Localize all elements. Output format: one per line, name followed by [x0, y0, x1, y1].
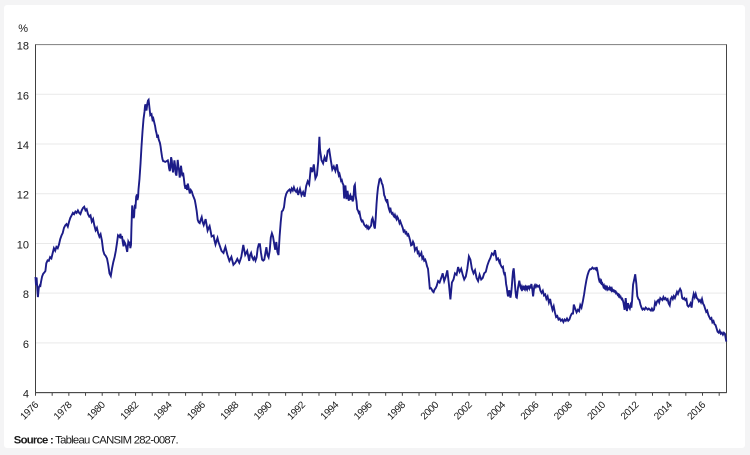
- svg-text:%: %: [18, 23, 28, 35]
- svg-text:1996: 1996: [352, 399, 375, 422]
- svg-text:16: 16: [17, 90, 29, 102]
- svg-text:14: 14: [17, 140, 29, 152]
- svg-text:1998: 1998: [385, 399, 408, 422]
- svg-text:2012: 2012: [619, 399, 642, 422]
- svg-text:Source : Tableau CANSIM 282-00: Source : Tableau CANSIM 282-0087.: [14, 435, 179, 447]
- svg-text:10: 10: [17, 240, 29, 252]
- svg-text:1988: 1988: [219, 399, 242, 422]
- svg-text:1978: 1978: [52, 399, 75, 422]
- svg-text:2010: 2010: [586, 399, 609, 422]
- svg-text:1984: 1984: [152, 399, 175, 422]
- svg-text:2016: 2016: [686, 399, 709, 422]
- svg-text:2000: 2000: [419, 399, 442, 422]
- svg-text:2014: 2014: [652, 399, 675, 422]
- svg-text:4: 4: [23, 389, 29, 401]
- svg-text:12: 12: [17, 190, 29, 202]
- svg-text:6: 6: [23, 339, 29, 351]
- svg-text:1992: 1992: [285, 399, 308, 422]
- svg-text:2004: 2004: [486, 399, 509, 422]
- svg-text:1994: 1994: [319, 399, 342, 422]
- svg-text:18: 18: [17, 41, 29, 53]
- svg-text:2002: 2002: [452, 399, 475, 422]
- svg-text:2008: 2008: [552, 399, 575, 422]
- svg-text:2006: 2006: [519, 399, 542, 422]
- svg-text:1982: 1982: [119, 399, 142, 422]
- svg-text:1990: 1990: [252, 399, 275, 422]
- svg-text:1976: 1976: [19, 399, 42, 422]
- svg-text:1980: 1980: [85, 399, 108, 422]
- svg-text:8: 8: [23, 289, 29, 301]
- svg-text:1986: 1986: [185, 399, 208, 422]
